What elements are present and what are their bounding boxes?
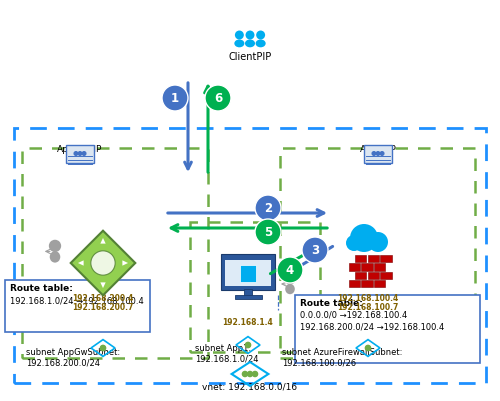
Text: 192.168.100.0/26: 192.168.100.0/26 [282, 358, 356, 367]
Circle shape [74, 152, 78, 155]
Circle shape [256, 30, 265, 39]
Circle shape [255, 219, 281, 245]
Bar [244, 289, 252, 297]
Text: 192.168.1.0/24 →192.168.100.4: 192.168.1.0/24 →192.168.100.4 [10, 296, 144, 305]
Circle shape [246, 342, 250, 348]
Text: 192.168.200.7: 192.168.200.7 [72, 303, 134, 312]
Ellipse shape [234, 39, 244, 47]
Ellipse shape [285, 284, 295, 294]
Text: 192.168.200.0/24 →192.168.100.4: 192.168.200.0/24 →192.168.100.4 [300, 323, 444, 332]
FancyArrow shape [78, 260, 92, 265]
Text: Route table:: Route table: [300, 299, 363, 308]
Bar [374, 280, 385, 287]
Text: 192.168.1.4: 192.168.1.4 [222, 318, 274, 327]
FancyArrow shape [100, 273, 105, 288]
Circle shape [78, 152, 82, 155]
Circle shape [350, 224, 378, 252]
Circle shape [91, 251, 115, 275]
Text: 6: 6 [214, 91, 222, 105]
Text: AppGwPIP: AppGwPIP [58, 145, 102, 154]
Circle shape [255, 195, 281, 221]
Bar [22, 148, 208, 358]
Bar [355, 255, 366, 262]
Circle shape [368, 232, 388, 252]
Circle shape [246, 30, 254, 39]
FancyArrow shape [100, 238, 105, 252]
Bar [226, 260, 270, 286]
Text: 0.0.0.0/0 →192.168.100.4: 0.0.0.0/0 →192.168.100.4 [300, 311, 407, 320]
Bar [348, 263, 360, 271]
FancyArrow shape [114, 260, 128, 265]
Bar [240, 265, 256, 282]
Circle shape [284, 273, 296, 285]
Bar [362, 263, 372, 271]
Text: 192.168.100.4: 192.168.100.4 [338, 294, 398, 303]
Ellipse shape [245, 39, 255, 47]
Bar [295, 295, 480, 363]
Text: 3: 3 [311, 243, 319, 257]
Bar [5, 280, 150, 332]
Circle shape [277, 257, 303, 283]
Circle shape [302, 237, 328, 263]
Circle shape [162, 85, 188, 111]
Text: Route table:: Route table: [10, 284, 73, 293]
Text: 192.168.1.0/24: 192.168.1.0/24 [195, 354, 258, 363]
Bar [66, 146, 94, 163]
Bar [380, 255, 392, 262]
Text: vnet: 192.168.0.0/16: vnet: 192.168.0.0/16 [202, 382, 298, 391]
Circle shape [248, 371, 252, 377]
Bar [368, 272, 379, 279]
Text: AzFwPIP: AzFwPIP [360, 145, 397, 154]
Bar [221, 254, 275, 290]
Bar [14, 128, 486, 383]
Text: subnet App1:: subnet App1: [195, 344, 251, 353]
Text: ClientPIP: ClientPIP [228, 52, 272, 62]
Circle shape [49, 240, 61, 252]
Bar [364, 146, 392, 163]
Bar [362, 280, 372, 287]
Circle shape [252, 371, 258, 377]
Circle shape [242, 371, 248, 377]
Bar [190, 222, 320, 352]
Text: 192.168.200.0/24: 192.168.200.0/24 [26, 358, 100, 367]
Circle shape [376, 152, 380, 155]
Text: subnet AppGwSubnet:: subnet AppGwSubnet: [26, 348, 120, 357]
Bar [368, 255, 379, 262]
Circle shape [100, 345, 105, 350]
Circle shape [380, 152, 384, 155]
Circle shape [346, 235, 362, 251]
Bar [374, 263, 385, 271]
Text: 2: 2 [264, 201, 272, 215]
Bar [234, 296, 262, 299]
Text: 192.168.100.7: 192.168.100.7 [338, 303, 398, 312]
Ellipse shape [256, 39, 266, 47]
Bar [348, 280, 360, 287]
Ellipse shape [50, 251, 60, 263]
Polygon shape [70, 231, 136, 295]
Bar [280, 148, 475, 358]
Text: 5: 5 [264, 225, 272, 239]
Text: subnet AzureFirewallSubnet:: subnet AzureFirewallSubnet: [282, 348, 403, 357]
Text: 192.168.200.4: 192.168.200.4 [72, 294, 134, 303]
Circle shape [82, 152, 86, 155]
Circle shape [372, 152, 376, 155]
Circle shape [235, 30, 244, 39]
Bar [380, 272, 392, 279]
Circle shape [205, 85, 231, 111]
Text: 1: 1 [171, 91, 179, 105]
Bar [355, 272, 366, 279]
Circle shape [366, 345, 370, 350]
Text: 4: 4 [286, 263, 294, 277]
